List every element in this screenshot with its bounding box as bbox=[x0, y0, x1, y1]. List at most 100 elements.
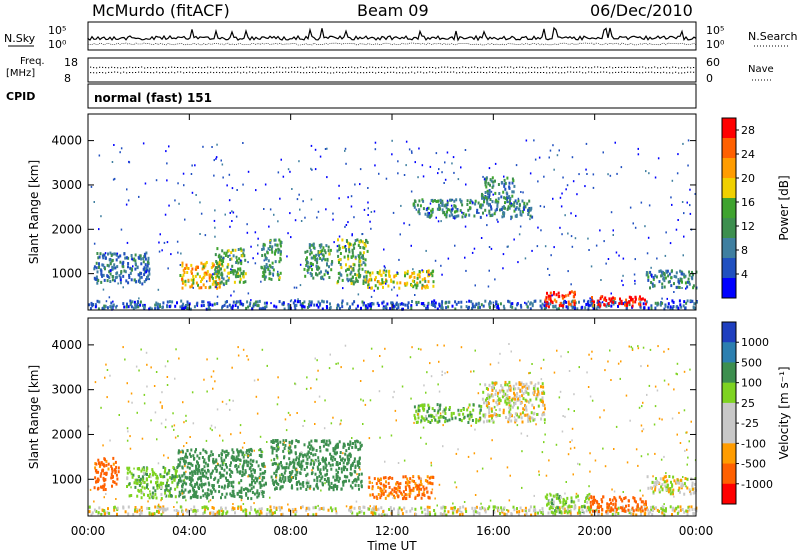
echo-cell bbox=[217, 255, 220, 258]
scatter-cell bbox=[264, 265, 266, 268]
echo-cell bbox=[313, 303, 316, 307]
echo-cell bbox=[136, 482, 139, 485]
echo-cell bbox=[326, 258, 329, 262]
scatter-cell bbox=[472, 201, 474, 204]
scatter-cell bbox=[131, 258, 133, 261]
echo-cell bbox=[202, 483, 205, 487]
echo-cell bbox=[317, 305, 320, 309]
echo-cell bbox=[267, 247, 270, 251]
echo-cell bbox=[325, 439, 328, 443]
echo-cell bbox=[210, 492, 213, 496]
echo-cell bbox=[446, 200, 449, 204]
echo-cell bbox=[382, 510, 385, 513]
echo-cell bbox=[110, 254, 113, 257]
echo-cell bbox=[659, 269, 662, 273]
scatter-cell bbox=[566, 184, 569, 187]
scatter-cell bbox=[538, 470, 540, 473]
echo-cell bbox=[434, 199, 436, 203]
echo-cell bbox=[233, 494, 236, 498]
echo-cell bbox=[207, 307, 210, 311]
scatter-cell bbox=[264, 183, 267, 186]
echo-cell bbox=[475, 303, 478, 307]
echo-cell bbox=[415, 303, 418, 307]
echo-cell bbox=[619, 297, 621, 301]
echo-cell bbox=[94, 476, 97, 480]
echo-cell bbox=[116, 512, 118, 516]
echo-cell bbox=[424, 212, 427, 216]
echo-cell bbox=[310, 452, 313, 455]
echo-cell bbox=[202, 512, 205, 515]
echo-cell bbox=[679, 508, 682, 512]
echo-cell bbox=[337, 303, 339, 307]
scatter-cell bbox=[149, 490, 151, 493]
scatter-cell bbox=[648, 204, 651, 207]
echo-cell bbox=[104, 488, 107, 491]
echo-cell bbox=[204, 492, 207, 496]
scatter-cell bbox=[268, 225, 270, 228]
echo-cell bbox=[107, 467, 110, 471]
scatter-cell bbox=[474, 284, 476, 287]
echo-cell bbox=[639, 509, 642, 513]
echo-cell bbox=[396, 281, 399, 285]
echo-cell bbox=[156, 305, 159, 308]
echo-cell bbox=[334, 478, 337, 482]
echo-cell bbox=[591, 296, 593, 299]
echo-cell bbox=[484, 180, 487, 184]
echo-cell bbox=[229, 271, 232, 274]
echo-cell bbox=[647, 486, 650, 490]
scatter-cell bbox=[184, 218, 186, 221]
echo-cell bbox=[312, 506, 315, 510]
scatter-cell bbox=[549, 492, 551, 495]
echo-cell bbox=[508, 380, 511, 384]
echo-cell bbox=[368, 476, 371, 480]
scatter-cell bbox=[646, 393, 648, 396]
echo-cell bbox=[472, 513, 475, 517]
echo-cell bbox=[593, 300, 595, 304]
echo-cell bbox=[240, 507, 243, 511]
scatter-cell bbox=[607, 173, 609, 176]
echo-cell bbox=[245, 492, 248, 496]
echo-cell bbox=[430, 199, 433, 202]
echo-cell bbox=[408, 480, 411, 484]
echo-cell bbox=[246, 300, 249, 304]
echo-cell bbox=[215, 283, 218, 287]
echo-cell bbox=[96, 252, 99, 255]
echo-cell bbox=[169, 476, 172, 480]
scatter-cell bbox=[117, 282, 119, 285]
echo-cell bbox=[119, 260, 122, 264]
echo-cell bbox=[413, 405, 416, 409]
scatter-cell bbox=[567, 453, 570, 456]
scatter-cell bbox=[590, 298, 593, 301]
scatter-cell bbox=[651, 273, 653, 276]
scatter-cell bbox=[194, 164, 196, 167]
echo-cell bbox=[550, 510, 553, 514]
echo-cell bbox=[490, 407, 493, 411]
echo-cell bbox=[108, 270, 111, 274]
echo-cell bbox=[149, 492, 152, 496]
echo-cell bbox=[425, 208, 428, 212]
echo-cell bbox=[306, 472, 309, 476]
scatter-cell bbox=[350, 265, 352, 268]
echo-cell bbox=[211, 495, 214, 499]
echo-cell bbox=[457, 214, 460, 218]
echo-cell bbox=[412, 489, 415, 493]
echo-cell bbox=[239, 268, 242, 272]
echo-cell bbox=[271, 245, 274, 249]
echo-cell bbox=[373, 477, 376, 481]
echo-cell bbox=[319, 468, 322, 472]
echo-cell bbox=[508, 185, 511, 189]
scatter-cell bbox=[610, 292, 612, 295]
echo-cell bbox=[220, 271, 223, 275]
echo-cell bbox=[182, 280, 185, 284]
echo-cell bbox=[179, 274, 182, 277]
echo-cell bbox=[252, 304, 255, 308]
echo-cell bbox=[348, 453, 351, 457]
echo-cell bbox=[568, 291, 571, 295]
echo-cell bbox=[513, 393, 516, 397]
scatter-cell bbox=[437, 220, 440, 223]
echo-cell bbox=[621, 506, 624, 510]
echo-cell bbox=[337, 258, 340, 262]
echo-cell bbox=[194, 450, 197, 454]
echo-cell bbox=[119, 276, 122, 280]
echo-cell bbox=[327, 245, 330, 249]
